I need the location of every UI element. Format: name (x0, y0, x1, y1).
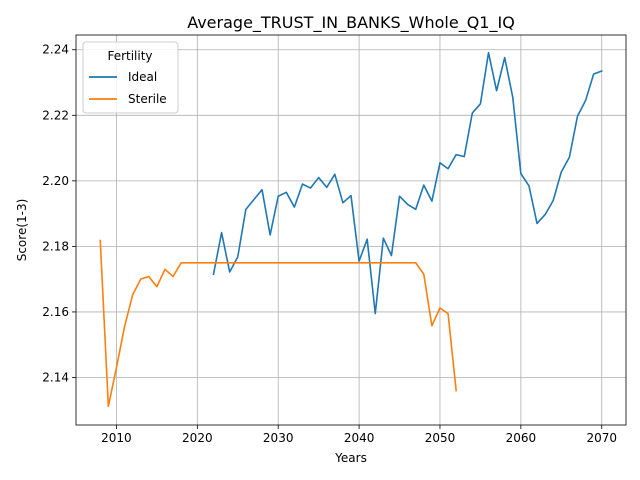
y-tick-label: 2.20 (42, 174, 69, 188)
grid-lines (76, 35, 626, 425)
y-tick-label: 2.16 (42, 305, 69, 319)
y-tick-label: 2.18 (42, 239, 69, 253)
series-line-ideal (212, 51, 603, 315)
y-axis-label: Score(1-3) (15, 199, 29, 262)
x-tick-label: 2020 (182, 431, 213, 445)
x-tick-label: 2060 (506, 431, 537, 445)
x-tick-label: 2010 (101, 431, 132, 445)
legend-label-sterile: Sterile (128, 92, 167, 106)
x-tick-label: 2030 (263, 431, 294, 445)
axis-ticks: 2010 2020 2030 2040 2050 2060 2070 2.14 2.16 2.18… (42, 43, 617, 445)
y-tick-label: 2.14 (42, 370, 69, 384)
x-tick-label: 2070 (586, 431, 617, 445)
x-axis-label: Years (334, 451, 367, 465)
series-line-sterile (99, 239, 458, 408)
x-tick-label: 2050 (425, 431, 456, 445)
legend: Fertility Ideal Sterile (82, 41, 179, 114)
y-tick-label: 2.24 (42, 43, 69, 57)
axes-frame (75, 34, 627, 426)
legend-title: Fertility (107, 49, 152, 63)
series-layer (99, 51, 603, 408)
legend-label-ideal: Ideal (128, 70, 157, 84)
chart-title: Average_TRUST_IN_BANKS_Whole_Q1_IQ (187, 13, 515, 33)
x-tick-label: 2040 (344, 431, 375, 445)
legend-box (82, 41, 179, 114)
y-tick-label: 2.22 (42, 108, 69, 122)
